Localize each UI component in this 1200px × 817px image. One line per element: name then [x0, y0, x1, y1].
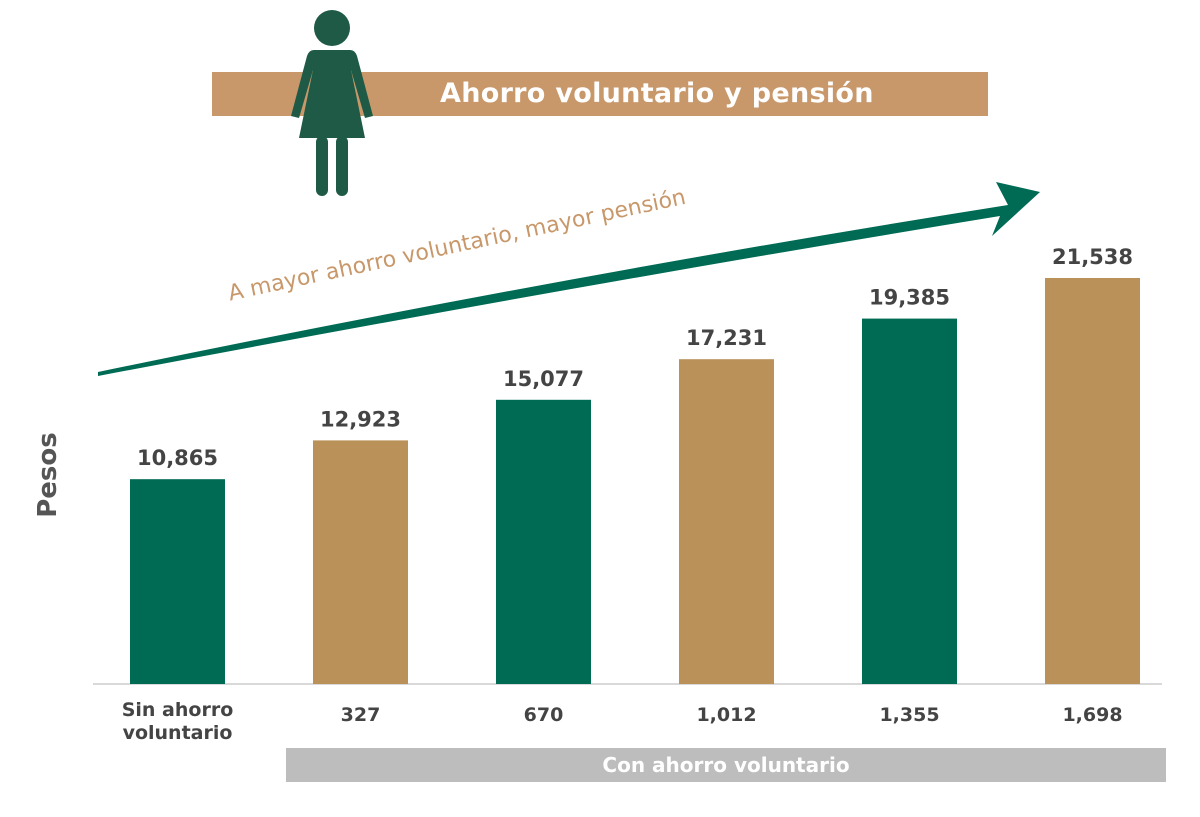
category-label-5: 1,698: [1062, 704, 1123, 726]
bar-1: [313, 440, 408, 684]
data-label-4: 19,385: [869, 286, 950, 310]
trend-arrow-icon: [98, 182, 1040, 376]
woman-icon: [291, 10, 373, 196]
bar-3: [679, 359, 774, 684]
data-label-3: 17,231: [686, 326, 767, 350]
category-label-0: Sin ahorro voluntario: [121, 699, 234, 744]
bar-2: [496, 399, 591, 684]
group-label-bar: Con ahorro voluntario: [286, 748, 1166, 782]
data-label-5: 21,538: [1052, 245, 1133, 269]
bar-0: [130, 479, 225, 684]
data-label-1: 12,923: [320, 407, 401, 431]
bar-5: [1045, 278, 1140, 684]
category-label-3: 1,012: [696, 704, 757, 726]
category-label-4: 1,355: [879, 704, 940, 726]
category-label-2: 670: [523, 704, 564, 726]
data-label-2: 15,077: [503, 367, 584, 391]
data-label-0: 10,865: [137, 446, 218, 470]
category-label-1: 327: [340, 704, 381, 726]
bar-4: [862, 318, 957, 684]
chart-title: Ahorro voluntario y pensión: [440, 78, 874, 109]
